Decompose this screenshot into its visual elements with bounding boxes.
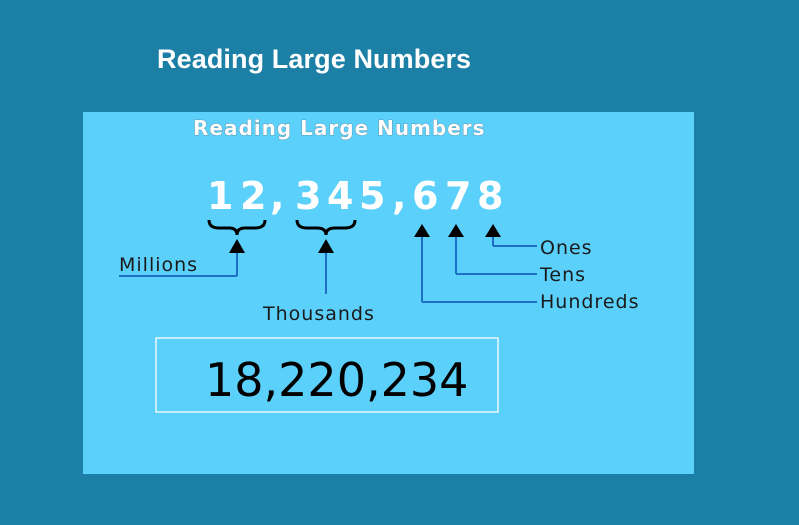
millions-label: Millions	[119, 254, 198, 276]
hundreds-label: Hundreds	[540, 291, 639, 313]
ones-connector	[485, 224, 537, 247]
thousands-connector	[318, 239, 334, 294]
comma-1: ,	[270, 174, 284, 218]
digit-8: 8	[477, 174, 503, 218]
thousands-brace	[295, 219, 357, 236]
tens-connector	[448, 224, 537, 275]
place-value-diagram: Reading Large Numbers 1 2 , 3 4 5 , 6 7 …	[119, 116, 639, 413]
example-number: 18,220,234	[205, 353, 468, 407]
ones-label: Ones	[540, 237, 593, 259]
thousands-label: Thousands	[262, 303, 375, 325]
digit-3: 3	[295, 174, 321, 218]
page-title: Reading Large Numbers	[157, 44, 472, 74]
digit-1: 1	[207, 174, 233, 218]
number-digits: 1 2 , 3 4 5 , 6 7 8	[207, 174, 503, 218]
millions-connector	[119, 239, 245, 277]
comma-2: ,	[392, 174, 406, 218]
tens-label: Tens	[539, 264, 586, 286]
digit-6: 6	[412, 174, 438, 218]
hundreds-connector	[414, 224, 537, 303]
panel-heading: Reading Large Numbers	[193, 116, 486, 140]
digit-5: 5	[359, 174, 385, 218]
millions-brace	[207, 219, 267, 236]
example-box	[155, 337, 499, 413]
diagram-panel: Reading Large Numbers 1 2 , 3 4 5 , 6 7 …	[83, 112, 694, 474]
digit-4: 4	[327, 174, 353, 218]
digit-2: 2	[240, 174, 266, 218]
digit-7: 7	[445, 174, 471, 218]
